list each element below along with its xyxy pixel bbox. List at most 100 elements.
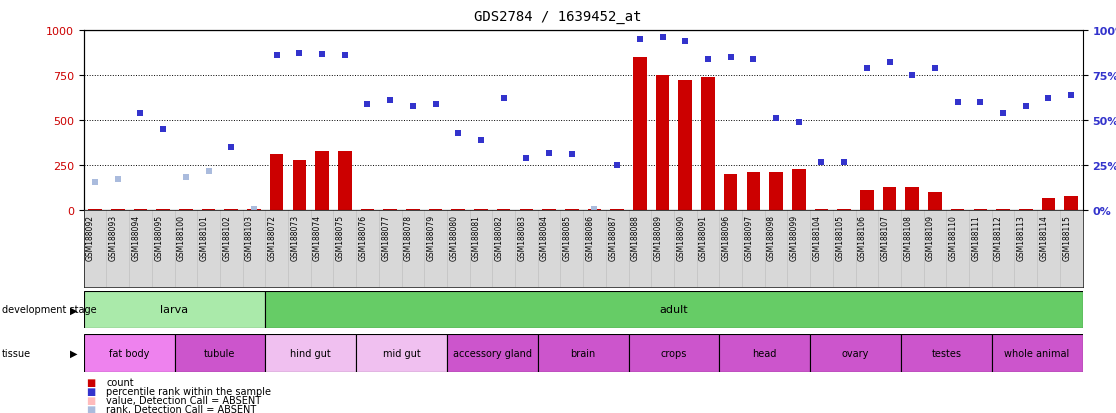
- Bar: [406, 210, 420, 211]
- Text: GSM188113: GSM188113: [1017, 214, 1026, 260]
- Text: ovary: ovary: [841, 348, 869, 358]
- Text: ■: ■: [86, 404, 95, 413]
- Text: GSM188112: GSM188112: [994, 214, 1003, 260]
- Bar: [360, 210, 374, 211]
- Bar: [610, 210, 624, 211]
- Text: GSM188114: GSM188114: [1039, 214, 1048, 260]
- Bar: [815, 210, 828, 211]
- Bar: [266, 291, 1083, 328]
- Text: GSM188092: GSM188092: [86, 214, 95, 260]
- Text: GSM188105: GSM188105: [835, 214, 844, 260]
- Bar: [792, 169, 806, 211]
- Bar: [810, 335, 901, 372]
- Text: GSM188106: GSM188106: [858, 214, 867, 260]
- Bar: [997, 210, 1010, 211]
- Bar: [951, 210, 964, 211]
- Text: GDS2784 / 1639452_at: GDS2784 / 1639452_at: [474, 10, 642, 24]
- Bar: [1019, 210, 1032, 211]
- Text: GSM188101: GSM188101: [200, 214, 209, 260]
- Text: GSM188083: GSM188083: [518, 214, 527, 260]
- Bar: [384, 210, 397, 211]
- Bar: [452, 210, 465, 211]
- Text: testes: testes: [932, 348, 961, 358]
- Bar: [315, 151, 329, 211]
- Text: ■: ■: [86, 395, 95, 405]
- Text: GSM188110: GSM188110: [949, 214, 958, 260]
- Text: GSM188099: GSM188099: [790, 214, 799, 261]
- Text: GSM188094: GSM188094: [132, 214, 141, 261]
- Bar: [992, 335, 1083, 372]
- Text: GSM188076: GSM188076: [358, 214, 367, 261]
- Text: rank, Detection Call = ABSENT: rank, Detection Call = ABSENT: [106, 404, 257, 413]
- Text: crops: crops: [661, 348, 687, 358]
- Text: GSM188096: GSM188096: [722, 214, 731, 261]
- Bar: [174, 335, 266, 372]
- Text: GSM188080: GSM188080: [450, 214, 459, 260]
- Bar: [724, 175, 738, 211]
- Text: GSM188085: GSM188085: [562, 214, 571, 260]
- Bar: [266, 335, 356, 372]
- Text: percentile rank within the sample: percentile rank within the sample: [106, 386, 271, 396]
- Bar: [202, 210, 215, 211]
- Bar: [179, 210, 193, 211]
- Bar: [446, 335, 538, 372]
- Bar: [747, 173, 760, 211]
- Bar: [1065, 196, 1078, 211]
- Bar: [134, 210, 147, 211]
- Text: GSM188087: GSM188087: [608, 214, 617, 260]
- Bar: [474, 210, 488, 211]
- Text: GSM188082: GSM188082: [494, 214, 503, 260]
- Text: ■: ■: [86, 386, 95, 396]
- Bar: [905, 187, 920, 211]
- Text: GSM188115: GSM188115: [1062, 214, 1071, 260]
- Text: GSM188098: GSM188098: [767, 214, 776, 260]
- Text: GSM188103: GSM188103: [244, 214, 254, 260]
- Bar: [84, 291, 266, 328]
- Text: accessory gland: accessory gland: [453, 348, 532, 358]
- Bar: [588, 210, 602, 211]
- Text: hind gut: hind gut: [290, 348, 331, 358]
- Bar: [860, 191, 874, 211]
- Text: adult: adult: [660, 305, 689, 315]
- Text: GSM188093: GSM188093: [108, 214, 118, 261]
- Text: GSM188104: GSM188104: [812, 214, 821, 260]
- Text: GSM188097: GSM188097: [744, 214, 753, 261]
- Text: ▶: ▶: [70, 305, 77, 315]
- Text: head: head: [752, 348, 777, 358]
- Bar: [88, 210, 102, 211]
- Bar: [84, 335, 174, 372]
- Bar: [270, 155, 283, 211]
- Bar: [224, 210, 238, 211]
- Text: ▶: ▶: [70, 348, 77, 358]
- Text: GSM188074: GSM188074: [314, 214, 323, 261]
- Text: count: count: [106, 377, 134, 387]
- Bar: [837, 210, 852, 211]
- Bar: [633, 58, 646, 211]
- Bar: [769, 173, 782, 211]
- Text: fat body: fat body: [109, 348, 150, 358]
- Bar: [901, 335, 992, 372]
- Bar: [929, 192, 942, 211]
- Text: GSM188090: GSM188090: [676, 214, 685, 261]
- Text: GSM188107: GSM188107: [881, 214, 889, 260]
- Bar: [110, 210, 125, 211]
- Text: tissue: tissue: [2, 348, 31, 358]
- Bar: [156, 210, 170, 211]
- Bar: [247, 210, 261, 211]
- Text: GSM188079: GSM188079: [426, 214, 435, 261]
- Text: GSM188088: GSM188088: [631, 214, 639, 260]
- Text: development stage: development stage: [2, 305, 97, 315]
- Text: GSM188108: GSM188108: [903, 214, 912, 260]
- Bar: [973, 210, 988, 211]
- Text: GSM188089: GSM188089: [654, 214, 663, 260]
- Text: value, Detection Call = ABSENT: value, Detection Call = ABSENT: [106, 395, 261, 405]
- Bar: [538, 335, 628, 372]
- Text: GSM188100: GSM188100: [176, 214, 186, 260]
- Text: GSM188073: GSM188073: [290, 214, 299, 261]
- Bar: [356, 335, 446, 372]
- Bar: [520, 210, 533, 211]
- Text: GSM188075: GSM188075: [336, 214, 345, 261]
- Text: GSM188078: GSM188078: [404, 214, 413, 260]
- Bar: [542, 210, 556, 211]
- Bar: [883, 187, 896, 211]
